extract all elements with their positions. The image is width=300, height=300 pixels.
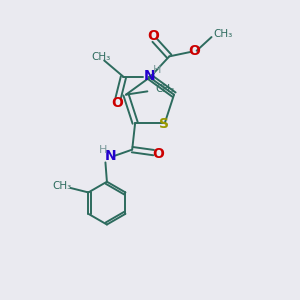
Text: CH₃: CH₃: [91, 52, 110, 62]
Text: N: N: [105, 149, 116, 164]
Text: CH₃: CH₃: [52, 182, 72, 191]
Text: O: O: [188, 44, 200, 58]
Text: S: S: [159, 117, 169, 131]
Text: H: H: [99, 145, 107, 155]
Text: H: H: [153, 65, 161, 75]
Text: O: O: [111, 96, 123, 110]
Text: CH₃: CH₃: [156, 84, 175, 94]
Text: CH₃: CH₃: [213, 29, 232, 39]
Text: N: N: [143, 69, 155, 83]
Text: O: O: [152, 147, 164, 161]
Text: O: O: [147, 29, 159, 44]
